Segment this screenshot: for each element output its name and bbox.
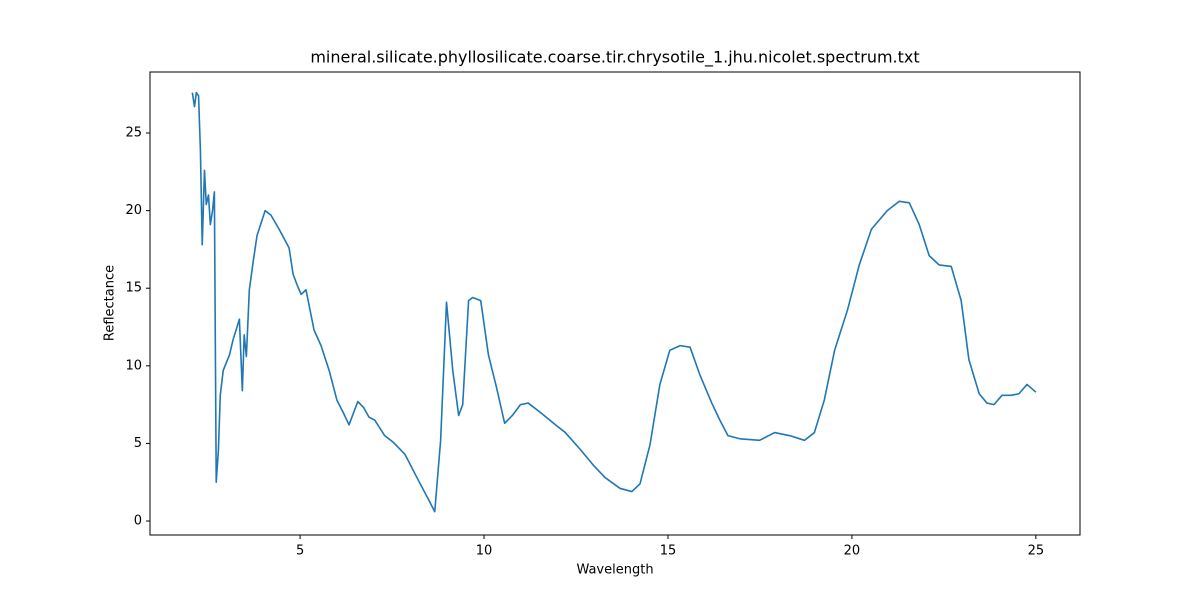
x-tick-label: 20	[844, 544, 861, 559]
x-tick-label: 10	[476, 544, 493, 559]
y-tick-label: 0	[134, 514, 142, 529]
x-tick-label: 25	[1028, 544, 1045, 559]
y-tick-label: 15	[125, 281, 142, 296]
y-tick-label: 5	[134, 436, 142, 451]
y-tick-label: 10	[125, 358, 142, 373]
x-axis-label: Wavelength	[576, 563, 653, 578]
chart-title: mineral.silicate.phyllosilicate.coarse.t…	[310, 48, 919, 68]
x-tick-label: 15	[660, 544, 677, 559]
y-axis-label: Reflectance	[103, 265, 118, 341]
y-tick-label: 25	[125, 125, 142, 140]
spectrum-line	[191, 91, 1037, 513]
x-tick-label: 5	[296, 544, 304, 559]
y-tick-label: 20	[125, 203, 142, 218]
plot-frame	[149, 71, 1081, 536]
